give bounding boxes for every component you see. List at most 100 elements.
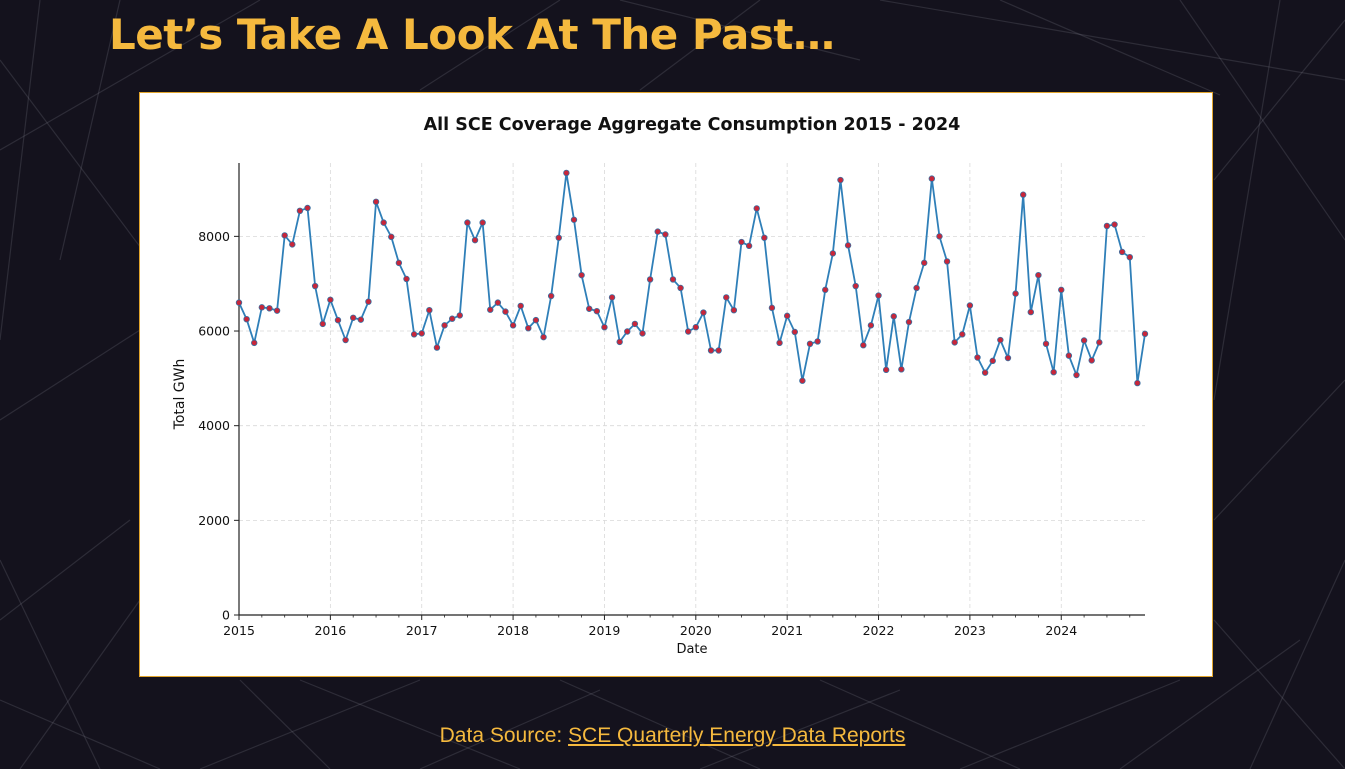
x-tick-label: 2022 <box>863 623 895 638</box>
data-point <box>761 234 768 241</box>
data-point <box>350 314 357 321</box>
data-point <box>1134 379 1141 387</box>
data-point <box>395 259 403 267</box>
data-point <box>1042 340 1050 347</box>
data-point <box>456 312 463 319</box>
data-point <box>867 322 875 329</box>
data-source-link[interactable]: SCE Quarterly Energy Data Reports <box>568 724 906 747</box>
data-point <box>586 305 593 312</box>
data-point <box>266 305 273 312</box>
line-chart: All SCE Coverage Aggregate Consumption 2… <box>172 115 1149 657</box>
data-source-prefix: Data Source: <box>439 724 569 747</box>
x-tick-label: 2015 <box>223 623 255 638</box>
data-point <box>646 276 654 283</box>
data-point <box>410 331 418 338</box>
data-point <box>669 276 677 283</box>
data-point <box>441 322 448 329</box>
data-point <box>639 330 646 337</box>
data-point <box>570 216 578 223</box>
data-point <box>684 328 692 335</box>
y-tick-label: 6000 <box>198 324 230 339</box>
data-point <box>547 292 555 300</box>
data-point <box>814 338 821 345</box>
data-point <box>875 292 882 299</box>
data-point <box>311 282 319 290</box>
data-point <box>715 347 722 354</box>
data-points <box>235 169 1149 387</box>
data-point <box>860 342 867 349</box>
data-point <box>616 338 623 346</box>
data-point <box>319 320 326 328</box>
slide-title: Let’s Take A Look At The Past… <box>109 10 835 59</box>
y-tick-label: 0 <box>222 608 230 623</box>
data-point <box>989 357 996 365</box>
data-point <box>1019 191 1027 198</box>
data-point <box>487 306 494 313</box>
data-point <box>1096 339 1103 346</box>
x-tick-label: 2021 <box>771 623 803 638</box>
x-axis-label: Date <box>676 642 707 657</box>
data-point <box>624 328 631 335</box>
data-point <box>654 228 661 235</box>
tick-labels: 0 2000 4000 6000 8000 2015 2016 2017 2018 2019 202… <box>198 229 1077 638</box>
data-point <box>608 294 616 301</box>
data-point <box>403 275 410 283</box>
data-point <box>692 324 700 331</box>
x-tick-label: 2020 <box>680 623 712 638</box>
axes <box>234 163 1145 620</box>
data-point <box>1012 290 1019 297</box>
data-point <box>981 369 989 376</box>
data-point <box>928 175 936 182</box>
data-point <box>1035 271 1042 279</box>
y-axis-label: Total GWh <box>172 359 188 431</box>
data-point <box>471 236 479 244</box>
data-point <box>1058 286 1065 294</box>
data-point <box>700 309 707 316</box>
data-point <box>1103 222 1111 230</box>
data-point <box>296 207 304 215</box>
data-point <box>806 340 814 347</box>
x-tick-label: 2024 <box>1045 623 1077 638</box>
data-point <box>951 339 958 346</box>
data-point <box>601 324 608 331</box>
data-point <box>433 344 441 351</box>
data-point <box>1073 371 1080 379</box>
data-point <box>882 366 890 374</box>
data-point <box>1118 248 1126 256</box>
data-point <box>334 316 342 324</box>
y-tick-label: 2000 <box>198 513 230 528</box>
data-point <box>502 308 509 315</box>
data-point <box>936 233 943 240</box>
data-point <box>235 299 243 306</box>
x-tick-label: 2019 <box>589 623 621 638</box>
data-point <box>540 333 547 341</box>
data-point <box>555 234 562 241</box>
data-point <box>677 284 684 292</box>
data-point <box>753 205 760 212</box>
data-point <box>745 242 753 250</box>
data-point <box>243 315 250 323</box>
data-point <box>593 307 601 315</box>
data-point <box>289 241 296 248</box>
data-point <box>426 306 433 314</box>
y-tick-label: 4000 <box>198 418 230 433</box>
data-point <box>783 312 791 320</box>
chart-title: All SCE Coverage Aggregate Consumption 2… <box>424 115 961 135</box>
data-point <box>1141 330 1149 338</box>
data-point <box>852 282 859 290</box>
data-point <box>631 320 639 328</box>
data-point <box>532 316 540 324</box>
data-point <box>327 296 334 303</box>
data-point <box>479 219 486 226</box>
data-point <box>448 315 456 322</box>
data-point <box>707 347 715 354</box>
data-point <box>829 250 837 257</box>
data-point <box>273 307 281 314</box>
x-tick-label: 2016 <box>314 623 346 638</box>
data-point <box>974 354 981 361</box>
data-point <box>776 339 783 347</box>
data-point <box>837 176 844 184</box>
data-point <box>517 302 524 310</box>
data-point <box>905 318 913 326</box>
data-point <box>357 316 365 323</box>
